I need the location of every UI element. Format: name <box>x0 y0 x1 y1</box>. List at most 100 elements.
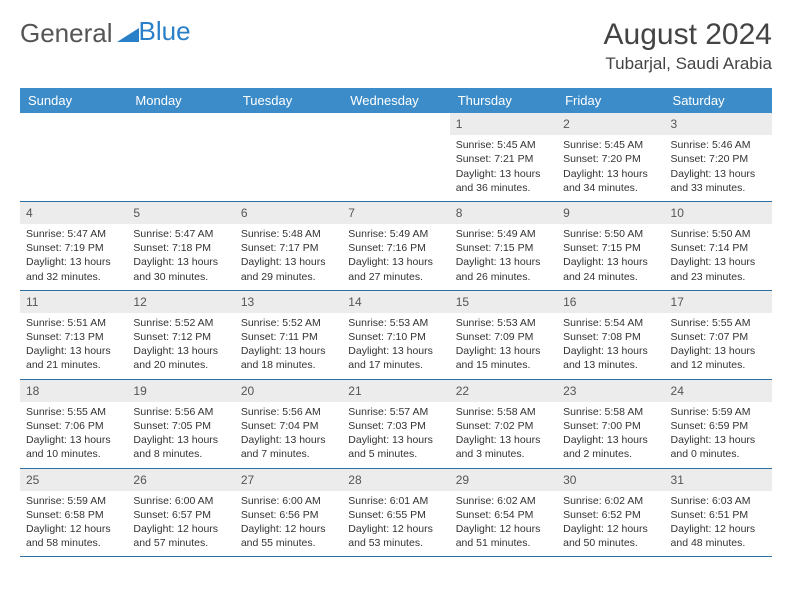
weeks-container: 1Sunrise: 5:45 AMSunset: 7:21 PMDaylight… <box>20 113 772 557</box>
day-info: Sunrise: 6:01 AMSunset: 6:55 PMDaylight:… <box>342 491 449 557</box>
day-cell: 17Sunrise: 5:55 AMSunset: 7:07 PMDayligh… <box>665 291 772 379</box>
day-cell: 2Sunrise: 5:45 AMSunset: 7:20 PMDaylight… <box>557 113 664 201</box>
day-info: Sunrise: 5:58 AMSunset: 7:02 PMDaylight:… <box>450 402 557 468</box>
dayhead-sun: Sunday <box>20 88 127 113</box>
day-cell: 31Sunrise: 6:03 AMSunset: 6:51 PMDayligh… <box>665 469 772 557</box>
day-number: 17 <box>665 291 772 313</box>
day-info: Sunrise: 6:02 AMSunset: 6:52 PMDaylight:… <box>557 491 664 557</box>
day-cell: 14Sunrise: 5:53 AMSunset: 7:10 PMDayligh… <box>342 291 449 379</box>
day-cell: 22Sunrise: 5:58 AMSunset: 7:02 PMDayligh… <box>450 380 557 468</box>
day-number: 30 <box>557 469 664 491</box>
month-title: August 2024 <box>604 18 772 52</box>
day-info: Sunrise: 5:56 AMSunset: 7:04 PMDaylight:… <box>235 402 342 468</box>
day-info: Sunrise: 5:45 AMSunset: 7:21 PMDaylight:… <box>450 135 557 201</box>
day-number: 16 <box>557 291 664 313</box>
day-cell: 18Sunrise: 5:55 AMSunset: 7:06 PMDayligh… <box>20 380 127 468</box>
day-cell: 30Sunrise: 6:02 AMSunset: 6:52 PMDayligh… <box>557 469 664 557</box>
day-info: Sunrise: 5:49 AMSunset: 7:15 PMDaylight:… <box>450 224 557 290</box>
day-number: 5 <box>127 202 234 224</box>
day-cell: 16Sunrise: 5:54 AMSunset: 7:08 PMDayligh… <box>557 291 664 379</box>
day-info: Sunrise: 5:46 AMSunset: 7:20 PMDaylight:… <box>665 135 772 201</box>
day-info: Sunrise: 6:00 AMSunset: 6:56 PMDaylight:… <box>235 491 342 557</box>
day-number: 9 <box>557 202 664 224</box>
day-info: Sunrise: 5:56 AMSunset: 7:05 PMDaylight:… <box>127 402 234 468</box>
day-cell: 15Sunrise: 5:53 AMSunset: 7:09 PMDayligh… <box>450 291 557 379</box>
day-number: 4 <box>20 202 127 224</box>
dayhead-thu: Thursday <box>450 88 557 113</box>
day-cell: 19Sunrise: 5:56 AMSunset: 7:05 PMDayligh… <box>127 380 234 468</box>
day-number: 2 <box>557 113 664 135</box>
day-info: Sunrise: 5:55 AMSunset: 7:07 PMDaylight:… <box>665 313 772 379</box>
dayhead-sat: Saturday <box>665 88 772 113</box>
day-number: 19 <box>127 380 234 402</box>
day-info: Sunrise: 5:48 AMSunset: 7:17 PMDaylight:… <box>235 224 342 290</box>
logo: General Blue <box>20 18 191 49</box>
day-number: 12 <box>127 291 234 313</box>
day-info: Sunrise: 5:59 AMSunset: 6:58 PMDaylight:… <box>20 491 127 557</box>
day-cell: 23Sunrise: 5:58 AMSunset: 7:00 PMDayligh… <box>557 380 664 468</box>
day-number: 20 <box>235 380 342 402</box>
day-info: Sunrise: 5:53 AMSunset: 7:09 PMDaylight:… <box>450 313 557 379</box>
dayhead-fri: Friday <box>557 88 664 113</box>
day-number: 27 <box>235 469 342 491</box>
logo-text-general: General <box>20 18 113 49</box>
day-number: 11 <box>20 291 127 313</box>
day-number: 3 <box>665 113 772 135</box>
day-info: Sunrise: 6:02 AMSunset: 6:54 PMDaylight:… <box>450 491 557 557</box>
day-info: Sunrise: 5:45 AMSunset: 7:20 PMDaylight:… <box>557 135 664 201</box>
logo-icon <box>117 18 139 49</box>
day-number: 31 <box>665 469 772 491</box>
day-info: Sunrise: 5:55 AMSunset: 7:06 PMDaylight:… <box>20 402 127 468</box>
day-cell: 26Sunrise: 6:00 AMSunset: 6:57 PMDayligh… <box>127 469 234 557</box>
day-info: Sunrise: 6:00 AMSunset: 6:57 PMDaylight:… <box>127 491 234 557</box>
title-block: August 2024 Tubarjal, Saudi Arabia <box>604 18 772 74</box>
day-number: 28 <box>342 469 449 491</box>
day-cell <box>235 113 342 201</box>
day-cell <box>20 113 127 201</box>
location: Tubarjal, Saudi Arabia <box>604 54 772 74</box>
dayhead-wed: Wednesday <box>342 88 449 113</box>
day-info: Sunrise: 5:57 AMSunset: 7:03 PMDaylight:… <box>342 402 449 468</box>
day-cell: 8Sunrise: 5:49 AMSunset: 7:15 PMDaylight… <box>450 202 557 290</box>
day-cell: 20Sunrise: 5:56 AMSunset: 7:04 PMDayligh… <box>235 380 342 468</box>
day-info: Sunrise: 5:52 AMSunset: 7:11 PMDaylight:… <box>235 313 342 379</box>
week-row: 4Sunrise: 5:47 AMSunset: 7:19 PMDaylight… <box>20 202 772 291</box>
day-info: Sunrise: 5:50 AMSunset: 7:15 PMDaylight:… <box>557 224 664 290</box>
calendar: Sunday Monday Tuesday Wednesday Thursday… <box>20 88 772 557</box>
day-cell: 5Sunrise: 5:47 AMSunset: 7:18 PMDaylight… <box>127 202 234 290</box>
day-number: 13 <box>235 291 342 313</box>
day-number: 25 <box>20 469 127 491</box>
day-cell: 4Sunrise: 5:47 AMSunset: 7:19 PMDaylight… <box>20 202 127 290</box>
day-info: Sunrise: 5:52 AMSunset: 7:12 PMDaylight:… <box>127 313 234 379</box>
day-cell: 11Sunrise: 5:51 AMSunset: 7:13 PMDayligh… <box>20 291 127 379</box>
day-cell <box>127 113 234 201</box>
day-cell: 27Sunrise: 6:00 AMSunset: 6:56 PMDayligh… <box>235 469 342 557</box>
week-row: 18Sunrise: 5:55 AMSunset: 7:06 PMDayligh… <box>20 380 772 469</box>
week-row: 11Sunrise: 5:51 AMSunset: 7:13 PMDayligh… <box>20 291 772 380</box>
day-number: 7 <box>342 202 449 224</box>
day-cell: 3Sunrise: 5:46 AMSunset: 7:20 PMDaylight… <box>665 113 772 201</box>
day-info: Sunrise: 5:53 AMSunset: 7:10 PMDaylight:… <box>342 313 449 379</box>
day-info: Sunrise: 5:47 AMSunset: 7:19 PMDaylight:… <box>20 224 127 290</box>
weekday-header: Sunday Monday Tuesday Wednesday Thursday… <box>20 88 772 113</box>
day-cell: 10Sunrise: 5:50 AMSunset: 7:14 PMDayligh… <box>665 202 772 290</box>
week-row: 1Sunrise: 5:45 AMSunset: 7:21 PMDaylight… <box>20 113 772 202</box>
day-number: 14 <box>342 291 449 313</box>
day-cell: 25Sunrise: 5:59 AMSunset: 6:58 PMDayligh… <box>20 469 127 557</box>
day-cell: 21Sunrise: 5:57 AMSunset: 7:03 PMDayligh… <box>342 380 449 468</box>
day-cell: 28Sunrise: 6:01 AMSunset: 6:55 PMDayligh… <box>342 469 449 557</box>
day-number: 18 <box>20 380 127 402</box>
day-info: Sunrise: 5:51 AMSunset: 7:13 PMDaylight:… <box>20 313 127 379</box>
day-number: 23 <box>557 380 664 402</box>
day-cell: 29Sunrise: 6:02 AMSunset: 6:54 PMDayligh… <box>450 469 557 557</box>
day-cell: 12Sunrise: 5:52 AMSunset: 7:12 PMDayligh… <box>127 291 234 379</box>
day-cell: 7Sunrise: 5:49 AMSunset: 7:16 PMDaylight… <box>342 202 449 290</box>
day-cell: 24Sunrise: 5:59 AMSunset: 6:59 PMDayligh… <box>665 380 772 468</box>
day-info: Sunrise: 5:47 AMSunset: 7:18 PMDaylight:… <box>127 224 234 290</box>
logo-text-blue: Blue <box>139 16 191 47</box>
day-cell: 6Sunrise: 5:48 AMSunset: 7:17 PMDaylight… <box>235 202 342 290</box>
day-cell: 9Sunrise: 5:50 AMSunset: 7:15 PMDaylight… <box>557 202 664 290</box>
day-number: 6 <box>235 202 342 224</box>
day-number: 1 <box>450 113 557 135</box>
day-number: 24 <box>665 380 772 402</box>
